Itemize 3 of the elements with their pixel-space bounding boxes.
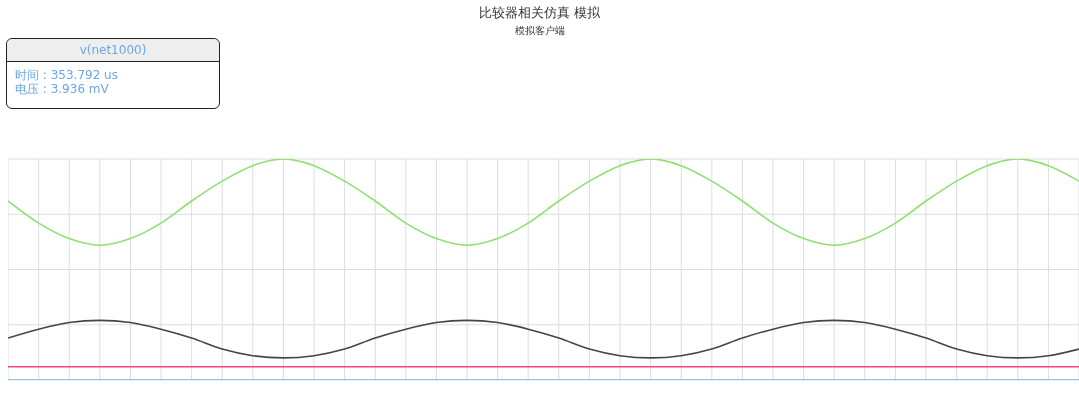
chart-title: 比较器相关仿真 模拟 [477, 4, 602, 22]
info-box: v(net1000) 时间 : 353.792 us 电压 : 3.936 mV [6, 38, 220, 109]
chart-subtitle: 模拟客户端 [513, 24, 566, 38]
